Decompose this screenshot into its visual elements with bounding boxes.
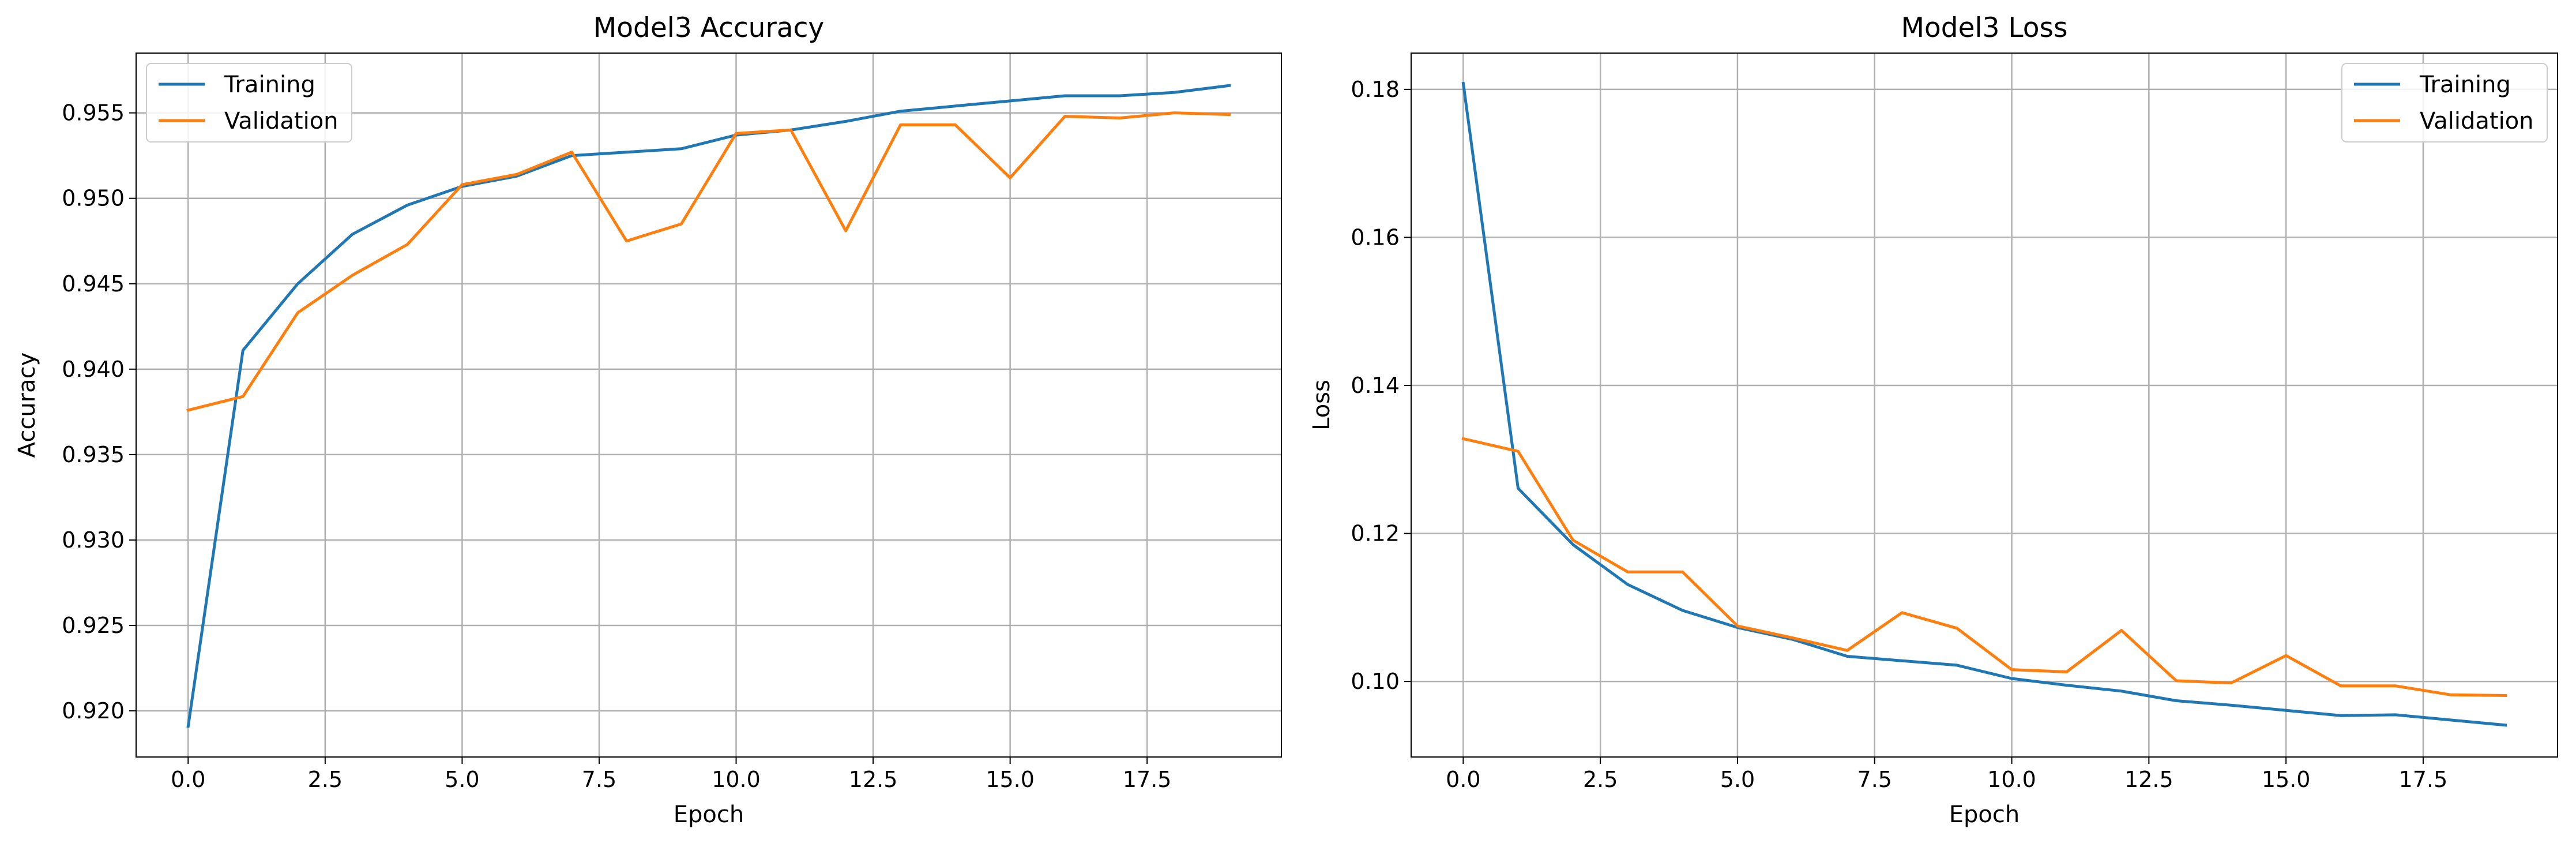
y-tick-label: 0.10 xyxy=(1351,669,1400,694)
y-axis-label: Loss xyxy=(1308,380,1335,430)
chart-title: Model3 Accuracy xyxy=(593,12,825,44)
y-tick-label: 0.920 xyxy=(62,698,125,724)
y-tick-label: 0.940 xyxy=(62,357,125,382)
x-tick-label: 15.0 xyxy=(2262,767,2311,792)
x-tick-label: 12.5 xyxy=(849,767,898,792)
y-tick-label: 0.16 xyxy=(1351,224,1400,250)
legend-label-validation: Validation xyxy=(2420,108,2534,134)
x-tick-label: 10.0 xyxy=(1987,767,2036,792)
y-tick-label: 0.930 xyxy=(62,527,125,553)
y-tick-label: 0.925 xyxy=(62,613,125,638)
legend-label-validation: Validation xyxy=(224,108,339,134)
x-tick-label: 0.0 xyxy=(1446,767,1480,792)
accuracy-chart: Model3 Accuracy 0.0 2.5 5.0 7.5 10.0 12.5 15.0… xyxy=(14,12,1282,828)
legend: Training Validation xyxy=(146,63,352,143)
series-line-validation xyxy=(1461,437,2507,698)
x-tick-label: 7.5 xyxy=(1857,767,1892,792)
x-tick-label: 5.0 xyxy=(1720,767,1755,792)
legend-label-training: Training xyxy=(224,72,315,98)
chart-title: Model3 Loss xyxy=(1901,12,2067,44)
x-tick-label: 17.5 xyxy=(2399,767,2448,792)
y-tick-label: 0.935 xyxy=(62,442,125,467)
x-tick-label: 7.5 xyxy=(582,767,616,792)
x-tick-label: 10.0 xyxy=(712,767,761,792)
x-tick-label: 12.5 xyxy=(2124,767,2173,792)
series-line-validation xyxy=(186,111,1231,412)
plot-frame xyxy=(1411,53,2558,758)
series-line-training xyxy=(1461,81,2507,727)
plot-frame xyxy=(136,53,1282,758)
loss-chart: Model3 Loss 0.0 2.5 5.0 7.5 10.0 12.5 15.0 17.5… xyxy=(1308,12,2558,828)
y-tick-label: 0.945 xyxy=(62,271,125,297)
y-tick-label: 0.950 xyxy=(62,186,125,211)
y-tick-label: 0.955 xyxy=(62,100,125,126)
y-axis-label: Accuracy xyxy=(14,353,40,458)
x-tick-label: 17.5 xyxy=(1123,767,1172,792)
x-axis-label: Epoch xyxy=(1949,801,2020,828)
legend: Training Validation xyxy=(2341,63,2548,143)
y-tick-label: 0.14 xyxy=(1351,373,1400,398)
legend-label-training: Training xyxy=(2419,72,2511,98)
series-line-training xyxy=(186,84,1231,728)
x-tick-label: 0.0 xyxy=(171,767,205,792)
y-tick-label: 0.12 xyxy=(1351,521,1400,546)
x-tick-label: 5.0 xyxy=(445,767,479,792)
x-tick-label: 2.5 xyxy=(1583,767,1618,792)
x-axis-label: Epoch xyxy=(674,801,744,828)
y-tick-label: 0.18 xyxy=(1351,77,1400,102)
x-tick-label: 2.5 xyxy=(308,767,343,792)
x-tick-label: 15.0 xyxy=(986,767,1035,792)
